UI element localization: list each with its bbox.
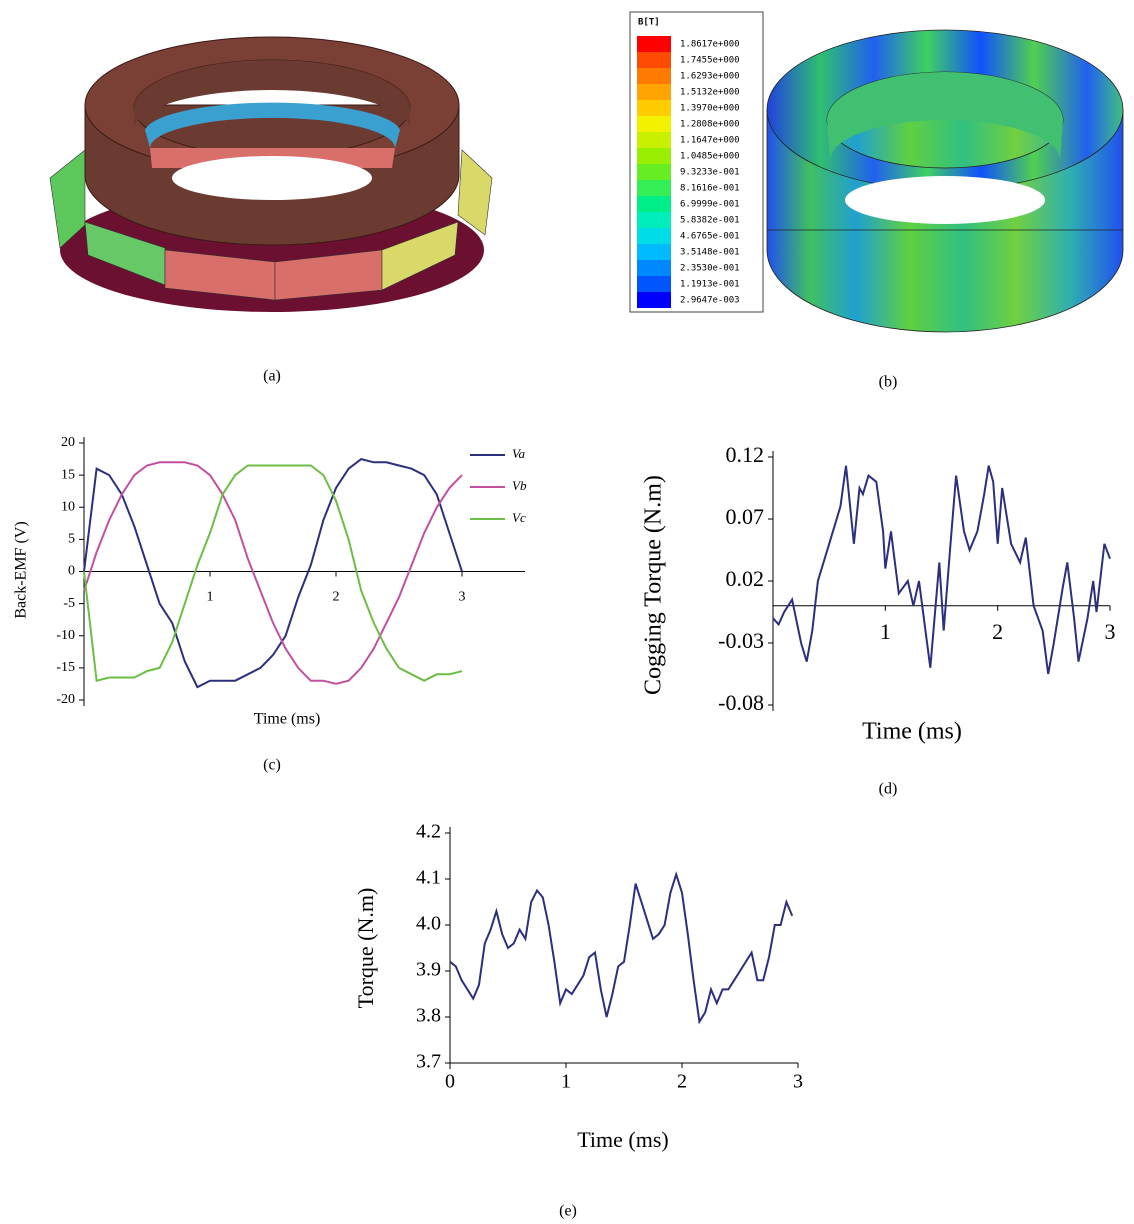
y-tick-label: 20 xyxy=(61,435,75,450)
colorbar-label: 1.2808e+000 xyxy=(680,120,740,130)
colorbar-swatch xyxy=(637,276,671,292)
y-tick-label: 0.12 xyxy=(726,442,765,467)
colorbar-label: 5.8382e-001 xyxy=(680,216,740,226)
chart: 20 15 10 5 0 -5 -10 -15 -20 1 2 3 Back-EMF (V) Time (… xyxy=(13,435,527,773)
series-line xyxy=(772,465,1111,675)
y-tick-label: 4.1 xyxy=(416,867,441,889)
colorbar-label: 1.8617e+000 xyxy=(680,40,740,50)
y-axis-label: Cogging Torque (N.m) xyxy=(641,475,667,695)
chart: 0.12 0.07 0.02 -0.03 -0.08 1 2 3 Cogging Torque … xyxy=(641,442,1116,798)
series-line xyxy=(83,464,463,682)
colorbar-label: 2.9647e-003 xyxy=(680,296,740,306)
colorbar-swatch xyxy=(637,244,671,260)
colorbar-swatch xyxy=(637,148,671,164)
series-line xyxy=(83,458,463,689)
colorbar-label: 1.7455e+000 xyxy=(680,56,740,66)
caption: (d) xyxy=(879,781,898,798)
colorbar-swatch xyxy=(637,52,671,68)
x-tick-label: 3 xyxy=(1105,619,1116,644)
colorbar-label: 1.1913e-001 xyxy=(680,280,740,290)
colorbar-label: 4.6765e-001 xyxy=(680,232,740,242)
colorbar-label: 8.1616e-001 xyxy=(680,184,740,194)
y-tick-label: 0 xyxy=(68,564,75,579)
caption: (c) xyxy=(263,757,281,774)
x-tick-label: 2 xyxy=(677,1071,687,1093)
x-tick-label: 3 xyxy=(459,590,466,605)
y-axis-label: Torque (N.m) xyxy=(353,888,378,1009)
colorbar-swatch xyxy=(637,196,671,212)
x-tick-label: 3 xyxy=(793,1071,803,1093)
y-tick-label: -0.08 xyxy=(718,690,764,715)
colorbar-swatch xyxy=(637,212,671,228)
colorbar-label: 1.3970e+000 xyxy=(680,104,740,114)
flux-render xyxy=(766,29,1124,333)
x-axis-label: Time (ms) xyxy=(254,711,321,728)
y-tick-label: -20 xyxy=(56,692,75,707)
y-tick-label: -5 xyxy=(63,596,75,611)
x-axis-label: Time (ms) xyxy=(577,1127,668,1152)
colorbar-label: 9.3233e-001 xyxy=(680,168,740,178)
y-tick-label: 3.7 xyxy=(416,1051,441,1073)
legend-label: Vb xyxy=(512,478,527,493)
x-tick-label: 0 xyxy=(445,1071,455,1093)
y-tick-label: 15 xyxy=(61,467,75,482)
stator-render xyxy=(49,36,493,312)
colorbar-swatch xyxy=(637,132,671,148)
caption: (e) xyxy=(559,1203,577,1220)
colorbar-swatch xyxy=(637,36,671,52)
y-tick-label: -0.03 xyxy=(718,628,764,653)
colorbar-label: 3.5148e-001 xyxy=(680,248,740,258)
x-tick-label: 1 xyxy=(561,1071,571,1093)
y-axis-label: Back-EMF (V) xyxy=(13,521,30,618)
colorbar-swatch xyxy=(637,100,671,116)
caption: (a) xyxy=(263,368,281,385)
x-axis-label: Time (ms) xyxy=(862,719,962,745)
y-tick-label: 0.07 xyxy=(726,504,765,529)
x-tick-label: 2 xyxy=(992,619,1003,644)
colorbar-swatch xyxy=(637,164,671,180)
colorbar-label: 1.6293e+000 xyxy=(680,72,740,82)
colorbar-swatch xyxy=(637,84,671,100)
y-tick-label: 3.8 xyxy=(416,1005,441,1027)
colorbar-swatch xyxy=(637,228,671,244)
x-tick-label: 1 xyxy=(207,590,214,605)
colorbar-label: 6.9999e-001 xyxy=(680,200,740,210)
colorbar-swatch xyxy=(637,180,671,196)
legend-label: Va xyxy=(512,446,526,461)
y-tick-label: 10 xyxy=(61,499,75,514)
colorbar-label: 1.5132e+000 xyxy=(680,88,740,98)
caption: (b) xyxy=(879,374,898,391)
colorbar-label: 2.3530e-001 xyxy=(680,264,740,274)
chart: 4.2 4.1 4.0 3.9 3.8 3.70 1 2 3 Torque (N.m) Time (… xyxy=(353,821,803,1220)
y-tick-label: 4.0 xyxy=(416,913,441,935)
x-tick-label: 1 xyxy=(880,619,891,644)
colorbar-title: B[T] xyxy=(638,18,660,28)
x-tick-label: 2 xyxy=(333,590,340,605)
series-line xyxy=(83,461,463,685)
colorbar-swatch xyxy=(637,116,671,132)
y-tick-label: 3.9 xyxy=(416,959,441,981)
series-line xyxy=(449,871,794,1025)
y-tick-label: 4.2 xyxy=(416,821,441,843)
colorbar-swatch xyxy=(637,68,671,84)
y-tick-label: -15 xyxy=(56,660,75,675)
colorbar-label: 1.1647e+000 xyxy=(680,136,740,146)
colorbar-swatch xyxy=(637,260,671,276)
y-tick-label: 0.02 xyxy=(726,566,765,591)
y-tick-label: -10 xyxy=(56,628,75,643)
legend-label: Vc xyxy=(512,510,526,525)
colorbar-label: 1.0485e+000 xyxy=(680,152,740,162)
colorbar: B[T] 1.8617e+000 1.7455e+000 1.6293e+000 1.5… xyxy=(629,11,764,313)
y-tick-label: 5 xyxy=(68,532,75,547)
colorbar-swatch xyxy=(637,292,671,308)
